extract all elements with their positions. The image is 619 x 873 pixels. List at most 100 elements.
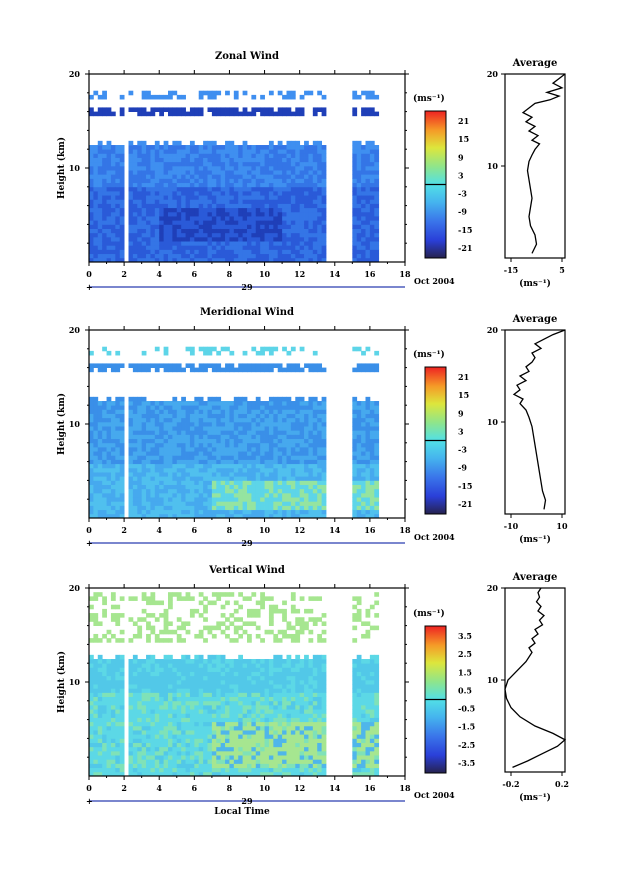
heatmap-cell [238,257,244,263]
heatmap-cell [163,742,169,748]
heatmap-cell [238,236,244,242]
heatmap-cell [119,203,125,209]
heatmap-cell [317,220,323,225]
heatmap-cell [89,438,94,444]
heatmap-cell [229,455,235,460]
heatmap-cell [185,442,191,448]
heatmap-cell [290,455,296,460]
heatmap-cell [365,501,371,506]
heatmap-cell [168,94,173,100]
heatmap-cell [189,488,195,494]
heatmap-cell [185,459,191,465]
heatmap-cell [97,409,103,414]
heatmap-cell [356,228,362,234]
heatmap-cell [264,207,270,213]
heatmap-cell [211,700,217,706]
heatmap-cell [216,442,222,448]
heatmap-cell [225,463,230,469]
heatmap-cell [299,451,305,456]
heatmap-cell [110,459,116,465]
heatmap-cell [365,207,371,213]
heatmap-cell [198,107,204,112]
heatmap-cell [211,467,217,473]
heatmap-cell [277,430,283,435]
heatmap-cell [150,746,156,752]
heatmap-cell [97,182,103,188]
heatmap-cell [185,232,191,238]
heatmap-cell [251,484,257,490]
heatmap-cell [264,228,270,234]
heatmap-cell [168,692,173,698]
heatmap-cell [163,497,169,502]
heatmap-cell [154,165,160,171]
heatmap-cell [211,513,217,519]
heatmap-cell [102,463,107,469]
heatmap-cell [194,426,200,431]
heatmap-cell [194,165,200,171]
heatmap-cell [163,350,169,356]
heatmap-cell [194,224,200,229]
heatmap-cell [264,346,270,352]
heatmap-cell [168,679,173,685]
heatmap-cell [159,759,165,764]
heatmap-cell [93,746,99,752]
heatmap-cell [159,746,165,752]
heatmap-cell [312,409,318,414]
heatmap-cell [207,170,213,175]
heatmap-cell [238,455,244,460]
heatmap-cell [277,455,283,460]
heatmap-cell [181,484,186,490]
heatmap-cell [282,346,287,352]
heatmap-cell [194,207,200,213]
heatmap-cell [304,195,309,200]
heatmap-cell [242,216,248,221]
heatmap-cell [154,211,160,217]
heatmap-cell [159,421,165,427]
heatmap-cell [211,721,217,727]
heatmap-cell [356,165,362,171]
heatmap-cell [159,149,165,154]
heatmap-cell [216,738,222,743]
heatmap-cell [93,730,99,735]
heatmap-cell [172,396,178,402]
heatmap-cell [102,497,107,502]
colorbar-tick-label: 21 [458,116,469,126]
heatmap-cell [106,157,112,163]
heatmap-cell [150,153,156,158]
heatmap-cell [150,629,156,635]
heatmap-cell [194,211,200,217]
heatmap-cell [255,203,261,209]
heatmap-cell [374,220,380,225]
heatmap-cell [137,684,143,689]
heatmap-cell [286,363,292,368]
heatmap-cell [260,509,265,515]
heatmap-cell [242,199,248,204]
heatmap-cell [216,730,222,735]
heatmap-cell [260,149,265,154]
heatmap-cell [299,228,305,234]
heatmap-cell [137,174,143,179]
heatmap-cell [93,455,99,460]
heatmap-cell [194,153,200,158]
heatmap-cell [242,413,248,419]
heatmap-cell [251,153,257,158]
heatmap-cell [312,417,318,423]
heatmap-cell [185,145,191,150]
heatmap-cell [369,90,375,96]
heatmap-cell [295,203,301,209]
heatmap-cell [216,459,222,465]
heatmap-cell [251,220,257,225]
heatmap-cell [255,153,261,158]
heatmap-cell [132,675,138,681]
heatmap-cell [176,161,182,167]
heatmap-cell [154,170,160,175]
heatmap-cell [168,604,173,610]
heatmap-cell [216,654,222,660]
heatmap-cell [168,746,173,752]
heatmap-cell [220,241,226,246]
heatmap-cell [163,638,169,643]
heatmap-cell [93,679,99,685]
heatmap-cell [141,434,147,440]
heatmap-cell [203,203,208,209]
profile-x-tick-label: -10 [504,521,519,531]
